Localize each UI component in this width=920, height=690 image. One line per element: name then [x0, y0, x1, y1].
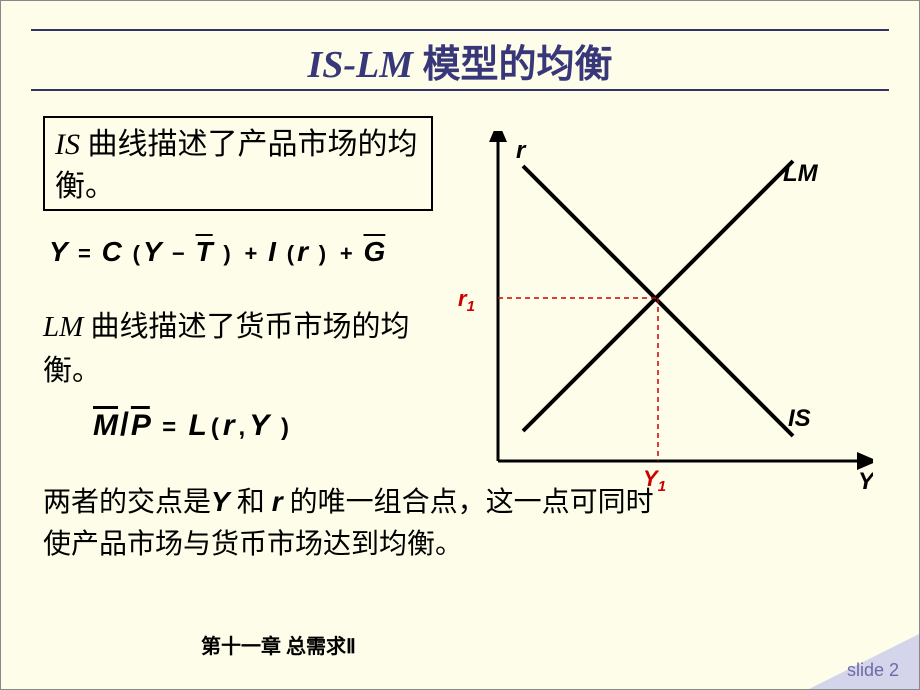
eq2-L: L	[189, 409, 207, 442]
eq1-lp2: (	[284, 241, 297, 266]
content-area: IS 曲线描述了产品市场的均衡。 Y = C (Y − T ) + I (r )…	[43, 111, 889, 609]
title-rest: 模型的均衡	[423, 44, 613, 86]
slide-number: slide 2	[847, 660, 899, 681]
svg-text:Y1: Y1	[643, 466, 666, 495]
eq1-C: C	[102, 236, 122, 267]
is-description-box: IS 曲线描述了产品市场的均衡。	[43, 116, 433, 211]
eq1-eq: =	[75, 241, 94, 266]
eq1-minus: −	[169, 241, 188, 266]
eq1-rp2: )	[316, 241, 329, 266]
eq1-T: T	[196, 236, 213, 267]
eq1-Y2: Y	[143, 236, 161, 267]
chart-svg: r Y LM IS r1 Y1	[453, 131, 873, 501]
bottom-t1: 两者的交点是	[43, 487, 211, 518]
eq2-comma: ,	[235, 414, 250, 441]
slide-title: IS-LM 模型的均衡	[307, 33, 612, 88]
eq1-G: G	[364, 236, 386, 267]
chapter-footer: 第十一章 总需求Ⅱ	[201, 630, 356, 659]
is-label: IS	[55, 128, 88, 161]
is-equation: Y = C (Y − T ) + I (r ) + G	[49, 236, 385, 268]
eq1-I: I	[268, 236, 276, 267]
eq1-plus2: +	[337, 241, 356, 266]
lm-description: LM 曲线描述了货币市场的均衡。	[43, 306, 433, 393]
lm-equation: M/P = L(r,Y )	[93, 406, 293, 443]
bottom-Y: Y	[211, 486, 230, 517]
svg-text:r: r	[516, 137, 527, 164]
is-desc-text: 曲线描述了产品市场的均衡。	[55, 128, 418, 203]
eq2-P: P	[131, 409, 150, 442]
lm-label: LM	[43, 311, 91, 343]
is-lm-chart: r Y LM IS r1 Y1	[453, 131, 873, 501]
bottom-t2: 和	[230, 487, 272, 518]
title-bar: IS-LM 模型的均衡	[31, 29, 889, 91]
svg-text:IS: IS	[788, 405, 811, 432]
eq2-eq: =	[158, 414, 180, 441]
eq1-plus1: +	[242, 241, 261, 266]
eq1-rp: )	[220, 241, 233, 266]
eq1-Y: Y	[49, 236, 67, 267]
eq1-r: r	[297, 236, 308, 267]
eq1-lp: (	[130, 241, 143, 266]
eq2-slash: /	[118, 406, 131, 442]
title-italic: IS-LM	[307, 44, 422, 86]
eq2-M: M	[93, 409, 118, 442]
lm-desc-text: 曲线描述了货币市场的均衡。	[43, 311, 410, 387]
eq2-Y: Y	[249, 409, 268, 442]
svg-text:r1: r1	[458, 286, 475, 315]
eq2-rp: )	[277, 414, 293, 441]
svg-text:Y: Y	[858, 468, 873, 495]
eq2-lp: (	[207, 414, 223, 441]
svg-text:LM: LM	[783, 160, 819, 187]
eq2-r: r	[223, 409, 235, 442]
bottom-r: r	[272, 486, 283, 517]
slide: IS-LM 模型的均衡 IS 曲线描述了产品市场的均衡。 Y = C (Y − …	[0, 0, 920, 690]
